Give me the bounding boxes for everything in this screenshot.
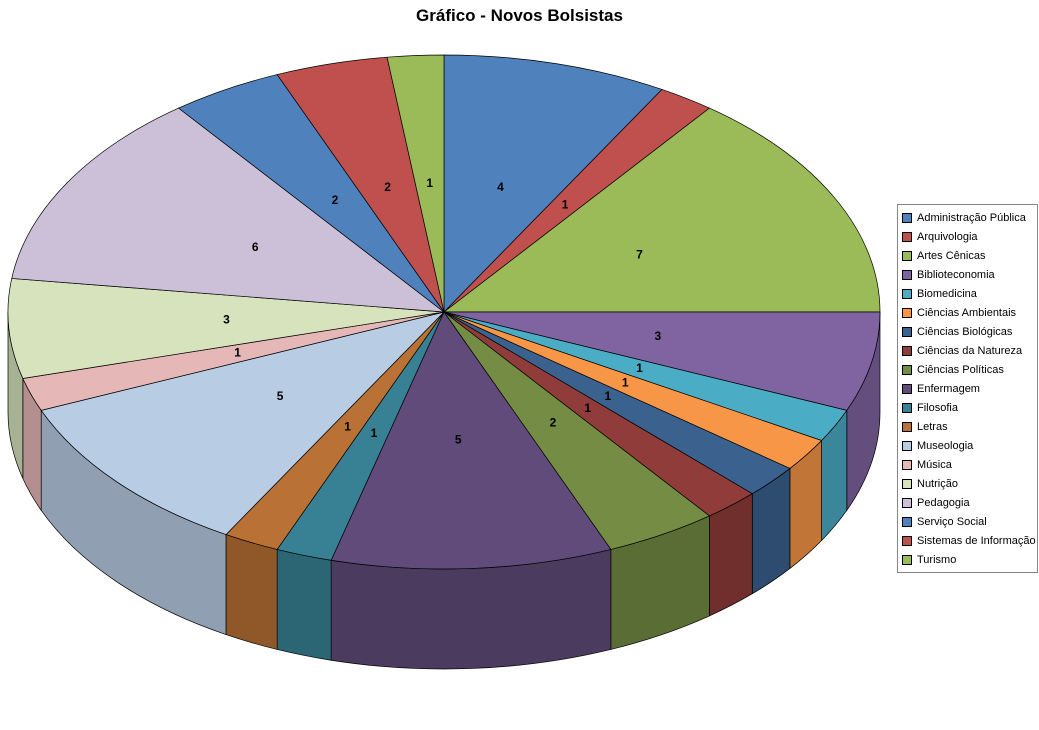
legend-item-artes-cenicas: Artes Cênicas	[898, 246, 1037, 265]
legend-swatch-icon	[902, 307, 912, 318]
legend-label: Biblioteconomia	[917, 268, 995, 281]
legend-swatch-icon	[902, 269, 912, 280]
chart-title: Gráfico - Novos Bolsistas	[416, 6, 623, 25]
legend-item-nutricao: Nutrição	[898, 474, 1037, 493]
legend-item-letras: Letras	[898, 417, 1037, 436]
legend-label: Ciências Ambientais	[917, 306, 1017, 319]
legend-label: Pedagogia	[917, 496, 970, 509]
legend-item-ciencias-ambientais: Ciências Ambientais	[898, 303, 1037, 322]
slice-value-label-letras: 1	[344, 419, 351, 433]
legend-swatch-icon	[902, 402, 912, 413]
legend-swatch-icon	[902, 440, 912, 451]
legend-item-biomedicina: Biomedicina	[898, 284, 1037, 303]
legend-item-museologia: Museologia	[898, 436, 1037, 455]
legend-item-ciencias-da-natureza: Ciências da Natureza	[898, 341, 1037, 360]
legend-swatch-icon	[902, 421, 912, 432]
slice-value-label-nutricao: 3	[223, 313, 230, 327]
legend-label: Sistemas de Informação	[917, 534, 1036, 547]
pie-slice-biblioteconomia	[443, 311, 881, 411]
legend-swatch-icon	[902, 478, 912, 489]
legend-swatch-icon	[902, 383, 912, 394]
slice-value-label-ciencias-ambientais: 1	[622, 376, 629, 390]
legend-item-filosofia: Filosofia	[898, 398, 1037, 417]
legend-item-ciencias-politicas: Ciências Políticas	[898, 360, 1037, 379]
pie-slice-museologia	[40, 311, 446, 535]
slice-value-label-administracao-publica: 4	[497, 180, 504, 194]
pie-slice-side-letras	[225, 534, 278, 650]
pie-slice-side-filosofia	[276, 548, 332, 661]
legend-label: Nutrição	[917, 477, 958, 490]
pie-slice-turismo	[386, 54, 445, 313]
legend-swatch-icon	[902, 288, 912, 299]
legend-item-arquivologia: Arquivologia	[898, 227, 1037, 246]
legend-label: Filosofia	[917, 401, 958, 414]
pie-slice-pedagogia	[11, 107, 446, 313]
legend-label: Arquivologia	[917, 230, 978, 243]
slice-value-label-arquivologia: 1	[562, 197, 569, 211]
legend-swatch-icon	[902, 212, 912, 223]
slice-value-label-turismo: 1	[426, 176, 433, 190]
slice-value-label-biomedicina: 1	[636, 361, 643, 375]
pie-slice-artes-cenicas	[442, 107, 881, 313]
pie-slice-enfermagem	[330, 311, 612, 570]
slice-value-label-ciencias-da-natureza: 1	[584, 401, 591, 415]
slice-value-label-biblioteconomia: 3	[654, 329, 661, 343]
slice-value-label-museologia: 5	[277, 389, 284, 403]
legend-label: Música	[917, 458, 952, 471]
legend-label: Artes Cênicas	[917, 249, 986, 262]
slice-value-label-servico-social: 2	[332, 193, 339, 207]
legend-item-pedagogia: Pedagogia	[898, 493, 1037, 512]
slice-value-label-sistemas-de-informacao: 2	[384, 180, 391, 194]
pie-slice-nutricao	[7, 278, 445, 379]
legend-item-turismo: Turismo	[898, 550, 1037, 569]
legend: Administração Pública Arquivologia Artes C…	[897, 204, 1038, 573]
legend-item-biblioteconomia: Biblioteconomia	[898, 265, 1037, 284]
legend-swatch-icon	[902, 554, 912, 565]
legend-label: Ciências Políticas	[917, 363, 1004, 376]
slice-value-label-filosofia: 1	[371, 426, 378, 440]
legend-swatch-icon	[902, 497, 912, 508]
legend-label: Biomedicina	[917, 287, 977, 300]
legend-label: Letras	[917, 420, 948, 433]
legend-item-sistemas-de-informacao: Sistemas de Informação	[898, 531, 1037, 550]
legend-label: Enfermagem	[917, 382, 980, 395]
legend-swatch-icon	[902, 459, 912, 470]
legend-label: Ciências da Natureza	[917, 344, 1023, 357]
legend-label: Ciências Biológicas	[917, 325, 1013, 338]
legend-swatch-icon	[902, 250, 912, 261]
slice-value-label-artes-cenicas: 7	[636, 247, 643, 261]
legend-label: Turismo	[917, 553, 957, 566]
legend-item-ciencias-biologicas: Ciências Biológicas	[898, 322, 1037, 341]
slice-value-label-ciencias-politicas: 2	[550, 415, 557, 429]
pie-slice-administracao-publica	[443, 54, 663, 313]
legend-item-musica: Música	[898, 455, 1037, 474]
legend-swatch-icon	[902, 345, 912, 356]
legend-swatch-icon	[902, 364, 912, 375]
legend-swatch-icon	[902, 326, 912, 337]
legend-swatch-icon	[902, 535, 912, 546]
slice-value-label-enfermagem: 5	[455, 432, 462, 446]
legend-item-administracao-publica: Administração Pública	[898, 208, 1037, 227]
legend-swatch-icon	[902, 516, 912, 527]
legend-item-servico-social: Serviço Social	[898, 512, 1037, 531]
legend-item-enfermagem: Enfermagem	[898, 379, 1037, 398]
legend-label: Serviço Social	[917, 515, 987, 528]
slice-value-label-musica: 1	[234, 345, 241, 359]
legend-swatch-icon	[902, 231, 912, 242]
legend-label: Administração Pública	[917, 211, 1026, 224]
slice-value-label-pedagogia: 6	[252, 240, 259, 254]
slice-value-label-ciencias-biologicas: 1	[605, 389, 612, 403]
legend-label: Museologia	[917, 439, 974, 452]
